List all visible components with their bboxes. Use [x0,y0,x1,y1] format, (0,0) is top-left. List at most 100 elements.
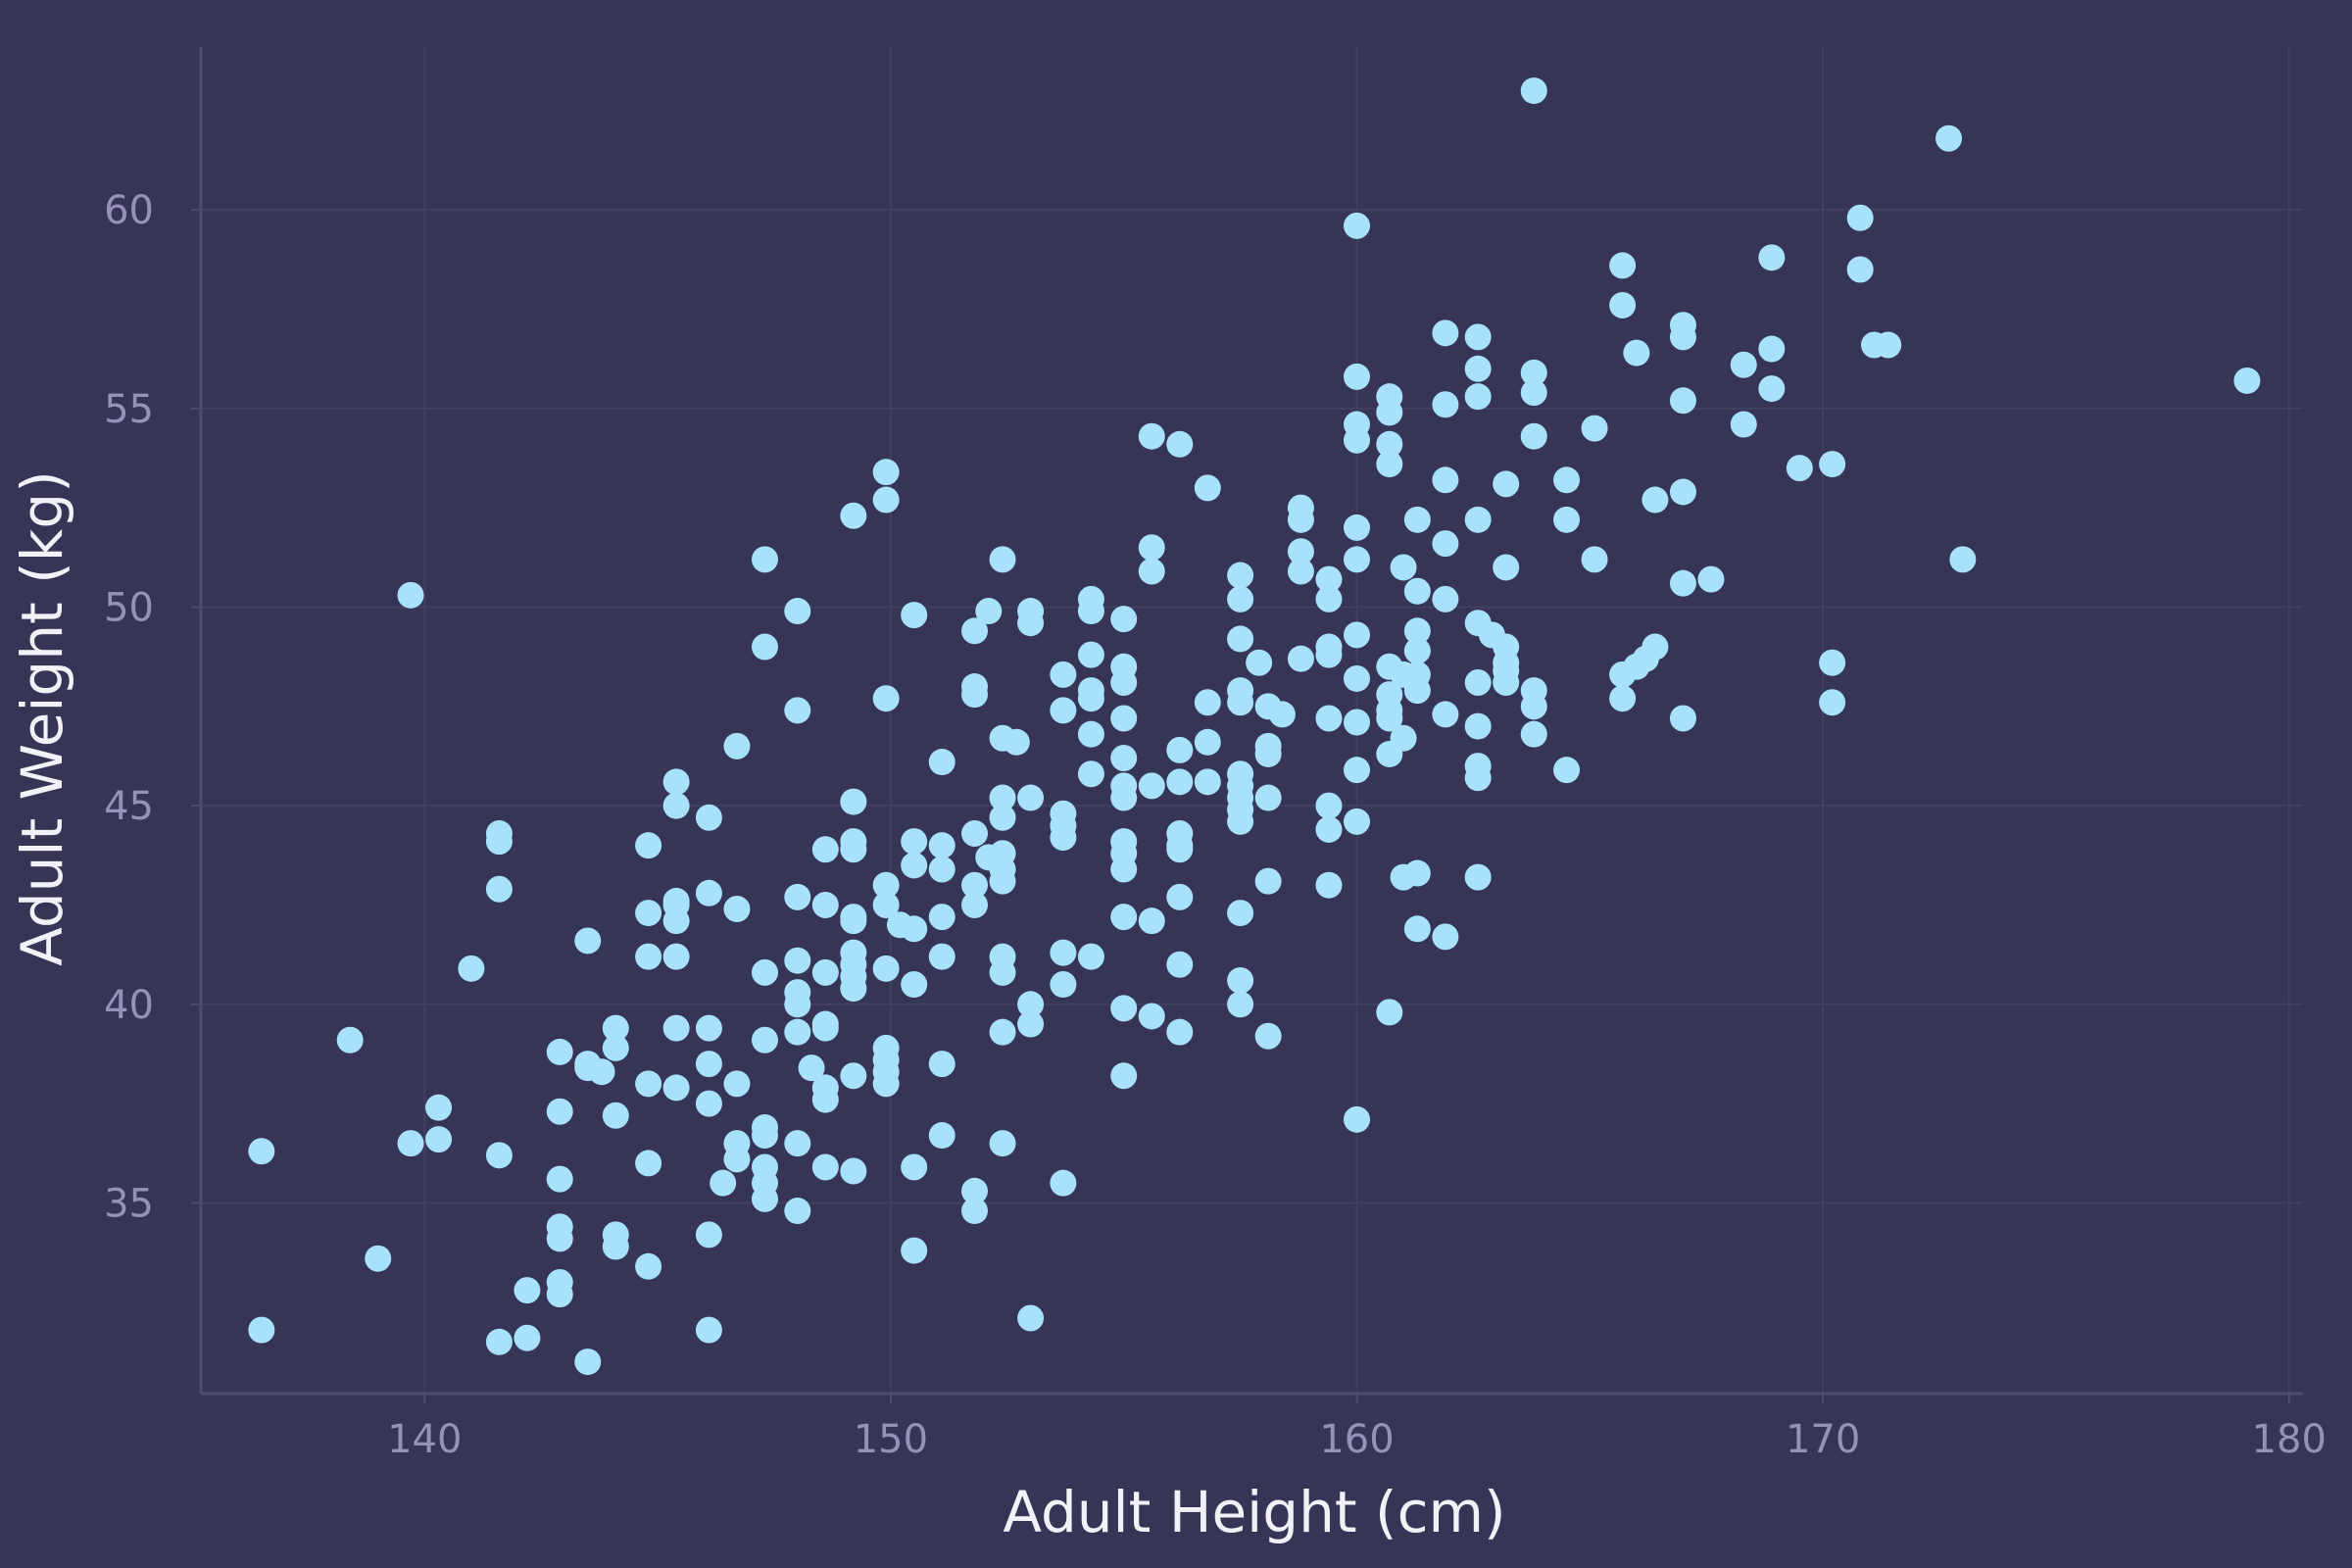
data-point [1268,701,1296,728]
data-point [928,943,956,970]
data-point [901,1237,928,1264]
data-point [1553,757,1581,784]
data-point [1520,422,1547,450]
data-point [989,546,1016,573]
data-point [1315,585,1343,612]
data-point [397,581,424,609]
data-point [588,1058,615,1086]
data-point [458,955,485,982]
data-point [1138,1003,1165,1030]
data-point [901,971,928,999]
data-point [1077,598,1104,625]
data-point [1077,720,1104,748]
data-point [1464,355,1492,382]
data-point [901,915,928,943]
data-point [798,1054,825,1082]
data-point [840,502,867,529]
data-point [1403,506,1431,533]
data-point [1376,430,1403,458]
data-point [1287,558,1314,585]
data-point [961,617,989,645]
data-point [784,947,811,974]
data-point [1110,1062,1138,1090]
data-point [574,1348,602,1376]
data-point [1003,728,1030,756]
data-point [662,907,690,935]
data-point [928,1122,956,1150]
data-point [1875,331,1902,359]
data-point [1017,1304,1045,1332]
data-point [989,804,1016,831]
data-point [1669,478,1696,506]
data-point [1315,641,1343,668]
data-point [1344,426,1371,454]
data-point [811,1014,839,1042]
data-point [695,1221,722,1249]
data-point [1609,291,1637,318]
data-point [1520,359,1547,386]
data-point [635,900,662,927]
data-point [635,1150,662,1177]
data-point [1669,705,1696,732]
data-point [811,891,839,918]
data-point [695,1316,722,1344]
data-point [989,867,1016,895]
data-point [1730,351,1757,378]
data-point [1344,709,1371,736]
data-point [1464,712,1492,740]
data-point [1432,319,1459,347]
tick-labels: 140 150 160 170 180 35 40 45 50 55 60 [104,188,2327,1462]
data-point [1315,792,1343,819]
x-axis-title: Adult Height (cm) [1003,1479,1505,1545]
data-point [1520,77,1547,105]
data-point [751,633,778,661]
data-point [635,1070,662,1098]
data-point [840,788,867,815]
data-point [662,943,690,970]
data-point [1642,486,1669,514]
data-point [485,875,513,903]
data-point [1344,363,1371,390]
data-point [1520,720,1547,748]
data-point [336,1026,364,1054]
data-point [1110,668,1138,696]
data-point [1315,565,1343,593]
data-point [1493,554,1520,581]
data-point [546,1165,573,1193]
data-point [1432,585,1459,612]
data-point [928,1051,956,1078]
data-point [723,896,751,923]
data-point [1846,204,1874,231]
data-point [1194,728,1221,756]
data-point [1344,808,1371,835]
data-point [928,904,956,931]
data-point [397,1130,424,1157]
data-point [1017,784,1045,811]
data-point [1344,212,1371,239]
data-point [961,820,989,848]
data-point [1553,506,1581,533]
data-point [1936,124,1963,152]
data-point [1464,383,1492,411]
data-point [928,856,956,883]
data-point [1344,621,1371,649]
y-tick-label: 60 [104,188,154,233]
data-point [811,958,839,986]
data-point [1846,256,1874,283]
data-point [1227,562,1254,589]
data-point [1609,252,1637,279]
data-point [751,1185,778,1212]
y-tick-label: 35 [104,1181,154,1226]
data-point [1227,900,1254,927]
data-point [1077,943,1104,970]
data-point [1287,645,1314,672]
data-point [1050,824,1077,852]
data-point [514,1324,541,1351]
data-point [1017,991,1045,1018]
data-point [1227,585,1254,612]
data-point [546,1098,573,1125]
data-point [1227,808,1254,835]
data-point [1254,867,1282,895]
data-point [1403,859,1431,887]
data-point [1432,530,1459,558]
